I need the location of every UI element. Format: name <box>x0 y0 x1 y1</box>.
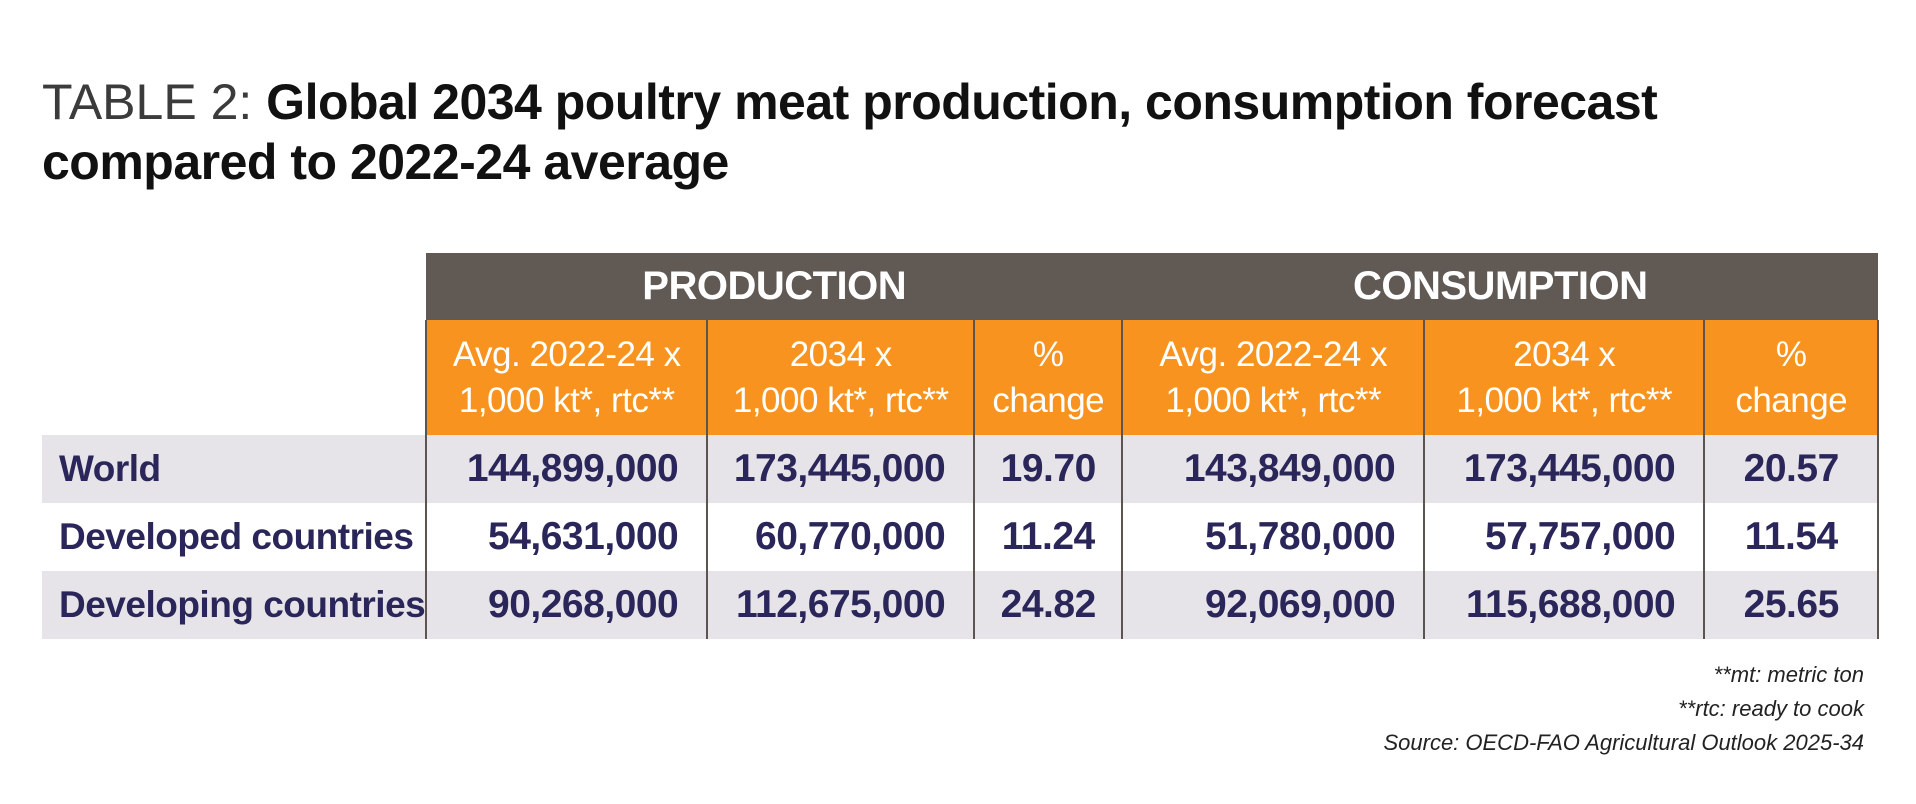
group-header-row: PRODUCTION CONSUMPTION <box>42 253 1879 320</box>
cell-developed-production-change: 11.24 <box>973 503 1123 571</box>
cell-world-production-avg: 144,899,000 <box>425 435 708 503</box>
blank-label-header-cell <box>42 320 427 435</box>
column-header-line: 2034 x <box>1513 334 1616 374</box>
cell-developing-production-change: 24.82 <box>973 571 1123 639</box>
column-header-line: 2034 x <box>789 334 893 374</box>
cell-developed-consumption-change: 11.54 <box>1703 503 1880 571</box>
row-label-developed: Developed countries <box>42 503 427 571</box>
column-header-line: change <box>992 380 1105 420</box>
group-header-consumption: CONSUMPTION <box>1122 253 1879 320</box>
forecast-table: PRODUCTION CONSUMPTION Avg. 2022-24 x 1,… <box>42 253 1880 639</box>
cell-developing-production-2034: 112,675,000 <box>706 571 975 639</box>
column-header-line: % <box>1032 334 1064 374</box>
column-header-line: Avg. 2022-24 x <box>452 334 681 374</box>
table-title-prefix: TABLE 2: <box>42 74 267 130</box>
column-header-line: 1,000 kt*, rtc** <box>458 380 675 420</box>
column-header-consumption-2034: 2034 x 1,000 kt*, rtc** <box>1423 320 1705 435</box>
cell-developed-consumption-avg: 51,780,000 <box>1121 503 1425 571</box>
column-header-production-change: % change <box>973 320 1123 435</box>
cell-developed-production-avg: 54,631,000 <box>425 503 708 571</box>
cell-world-consumption-avg: 143,849,000 <box>1121 435 1425 503</box>
cell-developing-consumption-2034: 115,688,000 <box>1423 571 1705 639</box>
blank-corner-cell <box>42 253 427 320</box>
table-row-developed: Developed countries 54,631,000 60,770,00… <box>42 503 1880 571</box>
footnote-mt: **mt: metric ton <box>1713 662 1864 687</box>
column-header-production-2034: 2034 x 1,000 kt*, rtc** <box>706 320 975 435</box>
footnote-rtc: **rtc: ready to cook <box>1678 696 1864 721</box>
table-row-developing: Developing countries 90,268,000 112,675,… <box>42 571 1880 639</box>
column-header-line: 1,000 kt*, rtc** <box>1165 380 1382 420</box>
cell-developing-consumption-avg: 92,069,000 <box>1121 571 1425 639</box>
source-note: Source: OECD-FAO Agricultural Outlook 20… <box>1383 730 1864 755</box>
group-header-production: PRODUCTION <box>426 253 1123 320</box>
table-row-world: World 144,899,000 173,445,000 19.70 143,… <box>42 435 1880 503</box>
cell-world-consumption-change: 20.57 <box>1703 435 1880 503</box>
column-header-line: 1,000 kt*, rtc** <box>1456 380 1673 420</box>
cell-developing-production-avg: 90,268,000 <box>425 571 708 639</box>
column-header-consumption-avg: Avg. 2022-24 x 1,000 kt*, rtc** <box>1121 320 1425 435</box>
column-header-consumption-change: % change <box>1703 320 1880 435</box>
cell-developed-consumption-2034: 57,757,000 <box>1423 503 1705 571</box>
column-header-production-avg: Avg. 2022-24 x 1,000 kt*, rtc** <box>425 320 708 435</box>
column-header-row: Avg. 2022-24 x 1,000 kt*, rtc** 2034 x 1… <box>42 320 1880 435</box>
row-label-developing: Developing countries <box>42 571 427 639</box>
column-header-line: 1,000 kt*, rtc** <box>732 380 949 420</box>
cell-world-consumption-2034: 173,445,000 <box>1423 435 1705 503</box>
cell-world-production-2034: 173,445,000 <box>706 435 975 503</box>
column-header-line: Avg. 2022-24 x <box>1159 334 1388 374</box>
table-title-text: Global 2034 poultry meat production, con… <box>42 74 1658 190</box>
cell-developed-production-2034: 60,770,000 <box>706 503 975 571</box>
table-title: TABLE 2: Global 2034 poultry meat produc… <box>42 72 1842 192</box>
column-header-line: change <box>1735 380 1848 420</box>
cell-world-production-change: 19.70 <box>973 435 1123 503</box>
row-label-world: World <box>42 435 427 503</box>
table-footnotes: **mt: metric ton **rtc: ready to cook So… <box>1383 658 1864 760</box>
column-header-line: % <box>1775 334 1807 374</box>
cell-developing-consumption-change: 25.65 <box>1703 571 1880 639</box>
